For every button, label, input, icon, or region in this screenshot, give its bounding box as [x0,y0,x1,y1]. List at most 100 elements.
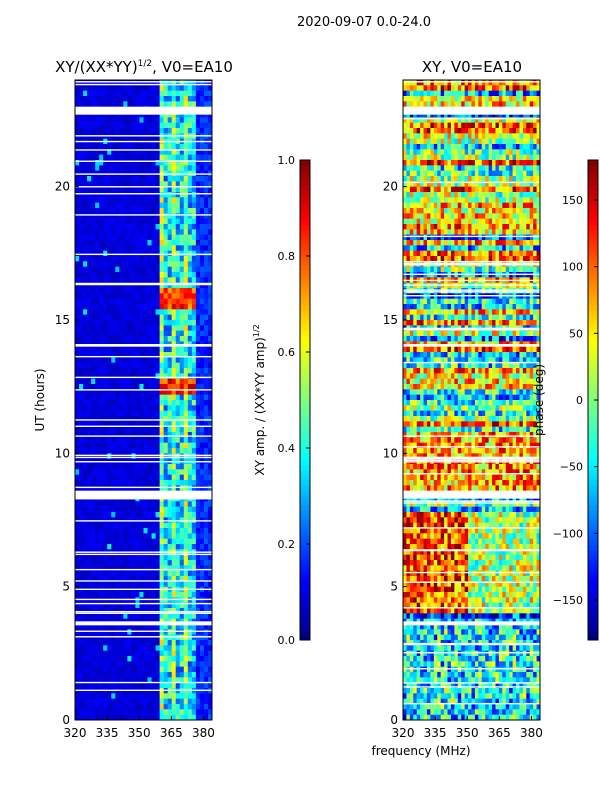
heatmap-cell [111,352,116,358]
heatmap-cell [171,608,177,614]
heatmap-cell [139,416,144,422]
heatmap-cell [143,698,148,705]
heatmap-cell [103,218,108,225]
heatmap-cell [203,165,209,172]
heatmap-cell [183,320,189,326]
heatmap-cell [75,298,80,305]
heatmap-cell [75,597,80,604]
heatmap-cell [167,656,173,662]
heatmap-cell [207,362,213,369]
heatmap-cell [409,112,414,118]
heatmap-cell [183,234,189,241]
heatmap-cell [191,522,197,529]
heatmap-cell [512,112,517,118]
heatmap-cell [99,544,104,550]
heatmap-cell [191,186,197,193]
heatmap-cell [119,602,124,609]
heatmap-cell [119,117,124,124]
heatmap-cell [457,85,462,92]
heatmap-cell [163,245,169,252]
heatmap-cell [175,469,181,476]
heatmap-cell [163,192,169,198]
heatmap-cell [474,112,479,118]
heatmap-cell [87,314,92,321]
heatmap-cell [151,160,156,166]
heatmap-cell [187,544,193,550]
heatmap-cell [495,128,500,134]
heatmap-cell [99,656,104,662]
heatmap-cell [99,506,104,513]
heatmap-cell [103,613,108,620]
heatmap-cell [437,149,442,156]
heatmap-cell [444,165,448,172]
heatmap-cell [457,90,462,97]
heatmap-cell [91,394,96,401]
heatmap-cell [533,96,537,102]
heatmap-cell [83,506,88,513]
heatmap-cell [207,400,213,406]
heatmap-cell [203,656,209,662]
heatmap-cell [75,570,80,577]
heatmap-cell [420,128,424,134]
heatmap-cell [91,85,96,92]
heatmap-cell [91,634,96,641]
heatmap-cell [95,309,100,316]
heatmap-cell [87,608,92,614]
heatmap-cell [95,714,100,721]
heatmap-cell [159,234,165,241]
heatmap-cell [139,528,144,534]
heatmap-cell [488,154,493,161]
heatmap-cell [159,501,165,508]
heatmap-cell [103,666,108,673]
heatmap-cell [163,453,169,460]
heatmap-cell [119,128,124,134]
heatmap-cell [131,309,136,316]
heatmap-cell [179,501,185,508]
heatmap-cell [147,336,152,342]
heatmap-cell [195,373,201,380]
heatmap-cell [119,80,124,86]
heatmap-cell [171,560,177,566]
heatmap-cell [526,85,531,92]
heatmap-cell [83,624,88,630]
heatmap-cell [103,90,108,97]
heatmap-cell [207,336,213,342]
heatmap-cell [440,101,445,108]
heatmap-cell [143,704,148,710]
heatmap-cell [179,608,185,614]
heatmap-cell [79,544,84,550]
heatmap-cell [191,554,197,561]
heatmap-cell [203,677,209,684]
heatmap-cell [207,544,213,550]
heatmap-cell [99,645,104,652]
heatmap-cell [119,698,124,705]
heatmap-cell [163,144,169,150]
heatmap-cell [139,698,144,705]
heatmap-cell [163,437,169,444]
heatmap-cell [139,400,144,406]
heatmap-cell [75,544,80,550]
heatmap-cell [115,298,120,305]
heatmap-cell [159,112,165,118]
heatmap-cell [203,160,209,166]
heatmap-cell [183,661,189,668]
heatmap-cell [163,229,169,236]
heatmap-cell [115,512,120,518]
heatmap-cell [99,96,104,102]
heatmap-cell [135,346,140,353]
heatmap-cell [195,570,201,577]
heatmap-cell [171,416,177,422]
heatmap-cell [171,282,177,289]
heatmap-cell [143,373,148,380]
heatmap-cell [183,453,189,460]
heatmap-cell [187,672,193,678]
heatmap-cell [119,512,124,518]
heatmap-cell [147,122,152,129]
heatmap-cell [468,170,472,177]
heatmap-cell [498,85,503,92]
heatmap-cell [175,336,181,342]
heatmap-cell [195,400,201,406]
heatmap-cell [111,250,116,257]
heatmap-cell [187,570,193,577]
heatmap-cell [131,634,136,641]
